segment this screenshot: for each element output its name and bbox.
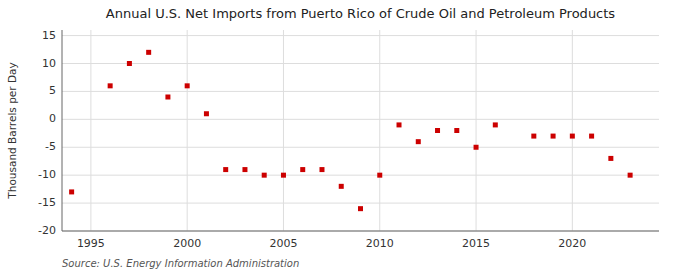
point (242, 167, 247, 172)
x-tick-label: 2005 (269, 237, 297, 250)
chart-container: -20 -15 -10 -5 0 5 10 15 1995 2000 2005 2010 2015 202… (0, 0, 675, 275)
point (69, 189, 74, 194)
x-tick-label: 2010 (366, 237, 394, 250)
y-tick-label: 10 (42, 57, 56, 70)
grid-line-x (379, 30, 380, 231)
y-tick-label: 15 (42, 29, 56, 42)
point (531, 134, 536, 139)
point (551, 134, 556, 139)
grid-line-y (62, 203, 659, 204)
point (185, 83, 190, 88)
point (416, 139, 421, 144)
y-tick-label: -5 (45, 140, 56, 153)
grid-line-y (62, 91, 659, 92)
point (146, 50, 151, 55)
x-tick-label: 2015 (462, 237, 490, 250)
title: Annual U.S. Net Imports from Puerto Rico… (106, 6, 615, 21)
point (493, 122, 498, 127)
point (474, 145, 479, 150)
point (204, 111, 209, 116)
x-tick-label: 1995 (77, 237, 105, 250)
y-tick-label: 0 (49, 112, 56, 125)
grid-line-y (62, 231, 659, 232)
point (300, 167, 305, 172)
grid-line-y (62, 35, 659, 36)
grid-line-y (62, 147, 659, 148)
y-tick-label: 5 (49, 84, 56, 97)
x-tick-label: 2020 (558, 237, 586, 250)
point (127, 61, 132, 66)
source: Source: U.S. Energy Information Administ… (62, 258, 299, 269)
grid-line-x (283, 30, 284, 231)
chart: -20 -15 -10 -5 0 5 10 15 1995 2000 2005 2010 2015 202… (0, 0, 675, 275)
point (570, 134, 575, 139)
point (435, 128, 440, 133)
background (0, 0, 675, 275)
grid-line-x (187, 30, 188, 231)
grid-line-x (572, 30, 573, 231)
point (319, 167, 324, 172)
point (339, 184, 344, 189)
point (358, 206, 363, 211)
y-tick-label: -10 (38, 168, 56, 181)
point (608, 156, 613, 161)
point (454, 128, 459, 133)
y-tick-label: -20 (38, 224, 56, 237)
grid-line-y (62, 175, 659, 176)
point (628, 173, 633, 178)
grid-line-y (62, 119, 659, 120)
grid-line-x (90, 30, 91, 231)
x-axis-line (62, 231, 659, 232)
point (397, 122, 402, 127)
axes: -20 -15 -10 -5 0 5 10 15 1995 2000 2005 2010 2015 202… (38, 29, 659, 250)
x-tick-label: 2000 (173, 237, 201, 250)
point (108, 83, 113, 88)
point (281, 173, 286, 178)
grid-line-x (476, 30, 477, 231)
point (165, 95, 170, 100)
points (69, 50, 632, 211)
y-tick-label: -15 (38, 196, 56, 209)
point (589, 134, 594, 139)
y-axis-line (62, 30, 63, 231)
y-axis-label: Thousand Barrels per Day (6, 62, 18, 199)
point (223, 167, 228, 172)
point (377, 173, 382, 178)
grid-line-y (62, 63, 659, 64)
grid (62, 30, 659, 231)
point (262, 173, 267, 178)
